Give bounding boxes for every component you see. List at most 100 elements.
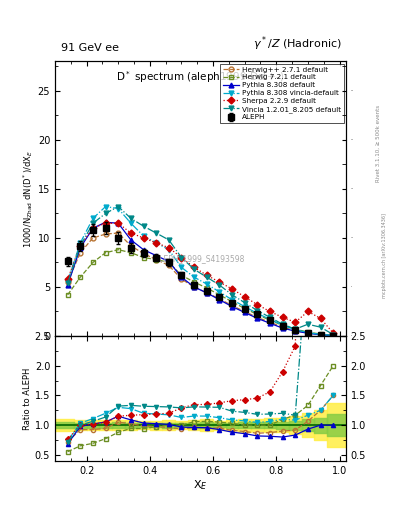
Pythia 8.308 default xyxy=(167,259,171,265)
Vincia 1.2.01_8.205 default xyxy=(116,203,121,209)
Herwig 7.2.1 default xyxy=(179,272,184,279)
Sherpa 2.2.9 default xyxy=(331,330,336,336)
Vincia 1.2.01_8.205 default xyxy=(167,237,171,243)
Sherpa 2.2.9 default xyxy=(318,315,323,322)
Y-axis label: Ratio to ALEPH: Ratio to ALEPH xyxy=(23,367,32,430)
Vincia 1.2.01_8.205 default xyxy=(242,300,247,306)
Sherpa 2.2.9 default xyxy=(154,240,158,246)
Legend: Herwig++ 2.7.1 default, Herwig 7.2.1 default, Pythia 8.308 default, Pythia 8.308: Herwig++ 2.7.1 default, Herwig 7.2.1 def… xyxy=(220,63,343,123)
Herwig 7.2.1 default xyxy=(154,257,158,263)
Pythia 8.308 vincia-default xyxy=(78,240,83,246)
Vincia 1.2.01_8.205 default xyxy=(141,223,146,229)
Herwig++ 2.7.1 default xyxy=(217,295,222,302)
Herwig 7.2.1 default xyxy=(230,298,234,305)
Herwig 7.2.1 default xyxy=(167,260,171,266)
Pythia 8.308 default xyxy=(230,304,234,310)
Herwig 7.2.1 default xyxy=(204,285,209,291)
X-axis label: X$_E$: X$_E$ xyxy=(193,478,208,492)
Pythia 8.308 vincia-default xyxy=(141,233,146,239)
Herwig 7.2.1 default xyxy=(116,247,121,253)
Vincia 1.2.01_8.205 default xyxy=(65,280,70,286)
Herwig++ 2.7.1 default xyxy=(280,324,285,330)
Sherpa 2.2.9 default xyxy=(78,243,83,249)
Herwig++ 2.7.1 default xyxy=(167,262,171,268)
Pythia 8.308 default xyxy=(129,237,133,243)
Pythia 8.308 vincia-default xyxy=(242,304,247,310)
Herwig++ 2.7.1 default xyxy=(268,319,272,325)
Herwig++ 2.7.1 default xyxy=(255,314,260,321)
Line: Herwig 7.2.1 default: Herwig 7.2.1 default xyxy=(65,247,336,337)
Sherpa 2.2.9 default xyxy=(103,220,108,226)
Herwig++ 2.7.1 default xyxy=(242,308,247,314)
Herwig++ 2.7.1 default xyxy=(103,231,108,237)
Pythia 8.308 default xyxy=(78,245,83,251)
Herwig 7.2.1 default xyxy=(217,292,222,298)
Pythia 8.308 vincia-default xyxy=(65,278,70,284)
Pythia 8.308 vincia-default xyxy=(204,281,209,287)
Herwig 7.2.1 default xyxy=(242,306,247,312)
Pythia 8.308 vincia-default xyxy=(280,322,285,328)
Herwig++ 2.7.1 default xyxy=(78,249,83,255)
Sherpa 2.2.9 default xyxy=(204,272,209,279)
Vincia 1.2.01_8.205 default xyxy=(255,307,260,313)
Text: $\gamma^*/Z$ (Hadronic): $\gamma^*/Z$ (Hadronic) xyxy=(253,34,342,53)
Sherpa 2.2.9 default xyxy=(305,308,310,314)
Pythia 8.308 vincia-default xyxy=(230,296,234,303)
Pythia 8.308 default xyxy=(331,332,336,338)
Pythia 8.308 vincia-default xyxy=(192,274,196,280)
Pythia 8.308 default xyxy=(242,309,247,315)
Pythia 8.308 default xyxy=(103,219,108,225)
Pythia 8.308 vincia-default xyxy=(268,316,272,323)
Pythia 8.308 default xyxy=(116,220,121,226)
Herwig++ 2.7.1 default xyxy=(65,279,70,285)
Vincia 1.2.01_8.205 default xyxy=(129,215,133,221)
Pythia 8.308 default xyxy=(255,315,260,322)
Line: Pythia 8.308 vincia-default: Pythia 8.308 vincia-default xyxy=(65,204,336,338)
Herwig++ 2.7.1 default xyxy=(204,290,209,296)
Sherpa 2.2.9 default xyxy=(192,264,196,270)
Herwig 7.2.1 default xyxy=(65,292,70,298)
Herwig++ 2.7.1 default xyxy=(318,331,323,337)
Herwig++ 2.7.1 default xyxy=(141,250,146,257)
Sherpa 2.2.9 default xyxy=(65,276,70,282)
Pythia 8.308 vincia-default xyxy=(255,310,260,316)
Pythia 8.308 vincia-default xyxy=(91,215,95,221)
Vincia 1.2.01_8.205 default xyxy=(103,210,108,217)
Sherpa 2.2.9 default xyxy=(167,245,171,251)
Herwig 7.2.1 default xyxy=(255,311,260,317)
Pythia 8.308 default xyxy=(179,274,184,280)
Sherpa 2.2.9 default xyxy=(217,279,222,285)
Herwig 7.2.1 default xyxy=(280,322,285,328)
Sherpa 2.2.9 default xyxy=(230,286,234,292)
Pythia 8.308 default xyxy=(204,290,209,296)
Herwig 7.2.1 default xyxy=(129,249,133,255)
Sherpa 2.2.9 default xyxy=(129,230,133,236)
Pythia 8.308 default xyxy=(293,328,298,334)
Sherpa 2.2.9 default xyxy=(91,225,95,231)
Pythia 8.308 vincia-default xyxy=(103,203,108,209)
Sherpa 2.2.9 default xyxy=(293,319,298,325)
Pythia 8.308 default xyxy=(305,330,310,336)
Pythia 8.308 default xyxy=(154,252,158,259)
Sherpa 2.2.9 default xyxy=(141,235,146,241)
Herwig++ 2.7.1 default xyxy=(331,332,336,338)
Vincia 1.2.01_8.205 default xyxy=(318,324,323,330)
Herwig 7.2.1 default xyxy=(305,329,310,335)
Vincia 1.2.01_8.205 default xyxy=(179,254,184,261)
Pythia 8.308 default xyxy=(192,284,196,290)
Pythia 8.308 vincia-default xyxy=(167,247,171,253)
Pythia 8.308 vincia-default xyxy=(154,240,158,246)
Sherpa 2.2.9 default xyxy=(116,220,121,226)
Pythia 8.308 vincia-default xyxy=(179,264,184,270)
Herwig++ 2.7.1 default xyxy=(116,230,121,236)
Herwig 7.2.1 default xyxy=(103,249,108,255)
Herwig 7.2.1 default xyxy=(268,317,272,324)
Herwig++ 2.7.1 default xyxy=(129,243,133,249)
Pythia 8.308 vincia-default xyxy=(305,330,310,336)
Pythia 8.308 vincia-default xyxy=(129,220,133,226)
Sherpa 2.2.9 default xyxy=(255,302,260,308)
Vincia 1.2.01_8.205 default xyxy=(268,314,272,321)
Herwig++ 2.7.1 default xyxy=(154,257,158,263)
Pythia 8.308 vincia-default xyxy=(293,327,298,333)
Herwig 7.2.1 default xyxy=(318,331,323,337)
